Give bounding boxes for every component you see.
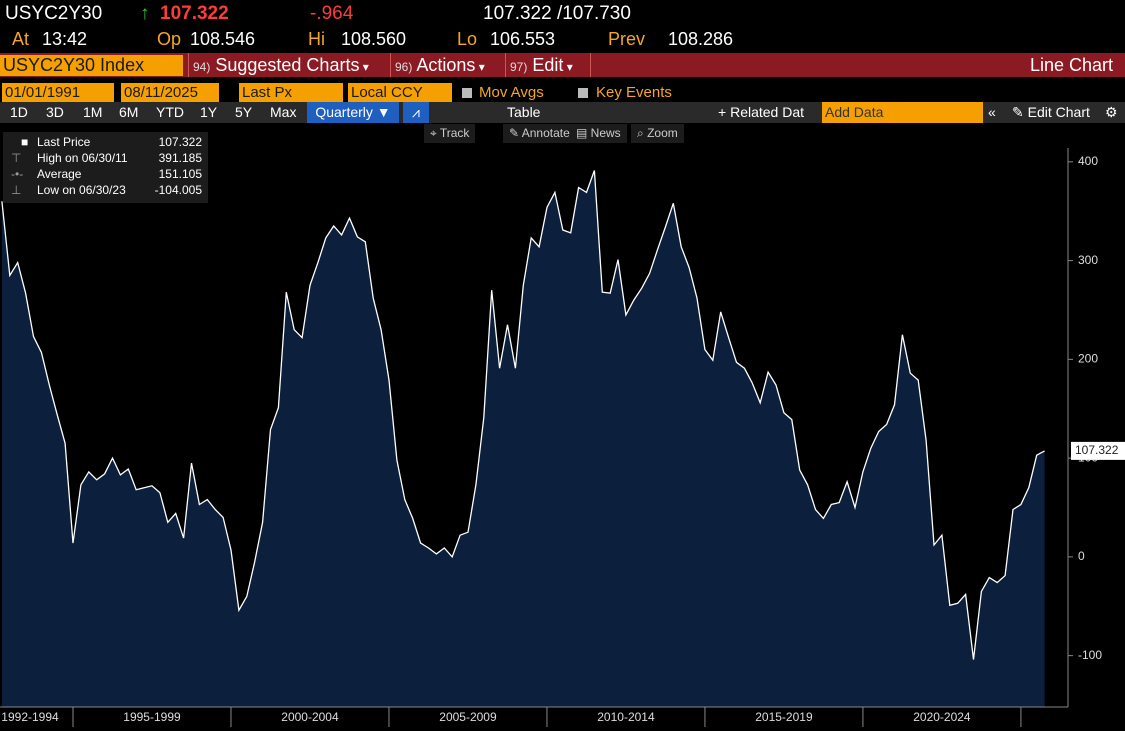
line-icon[interactable]: ⩘: [403, 102, 429, 123]
legend-icon: ■: [21, 135, 29, 149]
label: Suggested Charts: [215, 55, 360, 75]
frequency[interactable]: Quarterly ▼: [307, 102, 399, 123]
field-label: At: [12, 29, 30, 49]
change: -.964: [310, 3, 354, 24]
arrow: ↑: [140, 3, 150, 24]
tool-label: Zoom: [647, 126, 678, 140]
legend-label: Low on 06/30/23: [37, 183, 126, 197]
legend-label: Average: [37, 167, 82, 181]
view[interactable]: Line Chart: [1029, 55, 1113, 75]
legend-value: 151.105: [158, 167, 202, 181]
legend-icon: ⊤: [11, 151, 22, 165]
num: 94): [193, 60, 211, 74]
label: Edit: [532, 55, 564, 75]
tool-label: Track: [439, 126, 470, 140]
tool-label: Annotate: [521, 126, 570, 140]
x-tick-label: 2000-2004: [281, 710, 339, 724]
num: 96): [395, 60, 413, 74]
num: 97): [510, 60, 528, 74]
legend-label: Last Price: [37, 135, 91, 149]
menu-item[interactable]: 94) Suggested Charts: [188, 53, 369, 77]
settings-icon[interactable]: ⚙: [1105, 104, 1118, 120]
field-value: 108.560: [341, 29, 407, 49]
add-data[interactable]: Add Data: [822, 102, 983, 123]
x-tick-label: 1995-1999: [123, 710, 181, 724]
period[interactable]: 5Y: [235, 104, 253, 120]
field-value: 108.286: [668, 29, 734, 49]
edit-chart[interactable]: ✎ Edit Chart: [1012, 104, 1090, 120]
currency[interactable]: Local CCY: [348, 83, 452, 102]
legend-value: 107.322: [158, 135, 202, 149]
legend: ■ Last Price 107.322 ⊤ High on 06/30/11 391.1…: [3, 132, 208, 203]
area: [1, 170, 1045, 707]
legend-icon: ⊥: [11, 183, 22, 197]
field-label: Op: [157, 29, 182, 49]
period[interactable]: Max: [270, 104, 297, 120]
ticker: USYC2Y30: [5, 3, 103, 24]
legend-icon: -•-: [11, 167, 24, 181]
toolbar: Quarterly ▼ ⩘ Table + Related Dat Add Da…: [0, 102, 1125, 123]
menu-item[interactable]: 97) Edit: [505, 53, 573, 77]
field-label: Prev: [608, 29, 646, 49]
legend-row: ⊥ Low on 06/30/23 -104.005: [3, 182, 208, 198]
legend-value: -104.005: [154, 183, 202, 197]
field[interactable]: Last Px: [239, 83, 343, 102]
legend-row: ■ Last Price 107.322: [3, 134, 208, 150]
y-tick-label: -100: [1078, 648, 1102, 662]
collapse[interactable]: «: [988, 104, 996, 120]
checkbox[interactable]: [578, 88, 588, 98]
field-value: 13:42: [42, 29, 88, 49]
x-tick-label: 2005-2009: [439, 710, 497, 724]
label: Quarterly: [315, 104, 373, 120]
line: [1, 170, 1045, 660]
field-value: 108.546: [190, 29, 256, 49]
menu-bar: USYC2Y30 Index 94) Suggested Charts 96) …: [0, 53, 1125, 77]
label: Related Dat: [730, 104, 805, 120]
security[interactable]: USYC2Y30 Index: [0, 55, 183, 76]
x-tick-label: 2010-2014: [597, 710, 655, 724]
start-date[interactable]: 01/01/1991: [2, 83, 114, 102]
tool-label: News: [590, 126, 621, 140]
x-tick-label: 1992-1994: [1, 710, 59, 724]
y-tick-label: 400: [1078, 154, 1098, 168]
legend-label: High on 06/30/11: [37, 151, 128, 165]
label: Edit Chart: [1027, 104, 1090, 120]
last-tag-label: 107.322: [1075, 443, 1119, 457]
last-tag: [1071, 441, 1125, 460]
table[interactable]: Table: [507, 104, 541, 120]
last: 107.322: [160, 3, 229, 24]
tool[interactable]: ✎ Annotate: [503, 124, 576, 143]
legend-row: ⊤ High on 06/30/11 391.185: [3, 150, 208, 166]
tool[interactable]: ⌖ Track: [424, 124, 476, 143]
field-label: Hi: [308, 29, 325, 49]
x-tick-label: 2020-2024: [913, 710, 971, 724]
period[interactable]: 3D: [46, 104, 64, 120]
menu-item[interactable]: 96) Actions: [390, 53, 485, 77]
period[interactable]: 1M: [83, 104, 103, 120]
end-date[interactable]: 08/11/2025: [121, 83, 219, 102]
tool[interactable]: ⌕ Zoom: [631, 124, 684, 143]
x-tick-label: 2015-2019: [755, 710, 813, 724]
related[interactable]: + Related Dat: [718, 104, 805, 120]
period[interactable]: 6M: [119, 104, 139, 120]
option: Key Events: [596, 84, 672, 101]
period[interactable]: YTD: [156, 104, 184, 120]
label: Actions: [416, 55, 476, 75]
tool[interactable]: ▤ News: [570, 124, 627, 143]
legend-value: 391.185: [158, 151, 202, 165]
field-label: Lo: [457, 29, 478, 49]
bid-ask: 107.322 /107.730: [483, 3, 631, 24]
field-value: 106.553: [490, 29, 556, 49]
y-tick-label: 0: [1078, 549, 1085, 563]
option: Mov Avgs: [479, 84, 544, 101]
y-tick-label: 300: [1078, 253, 1098, 267]
checkbox[interactable]: [462, 88, 472, 98]
period[interactable]: 1Y: [200, 104, 218, 120]
legend-row: -•- Average 151.105: [3, 166, 208, 182]
period[interactable]: 1D: [10, 104, 28, 120]
y-tick-label: 200: [1078, 352, 1098, 366]
